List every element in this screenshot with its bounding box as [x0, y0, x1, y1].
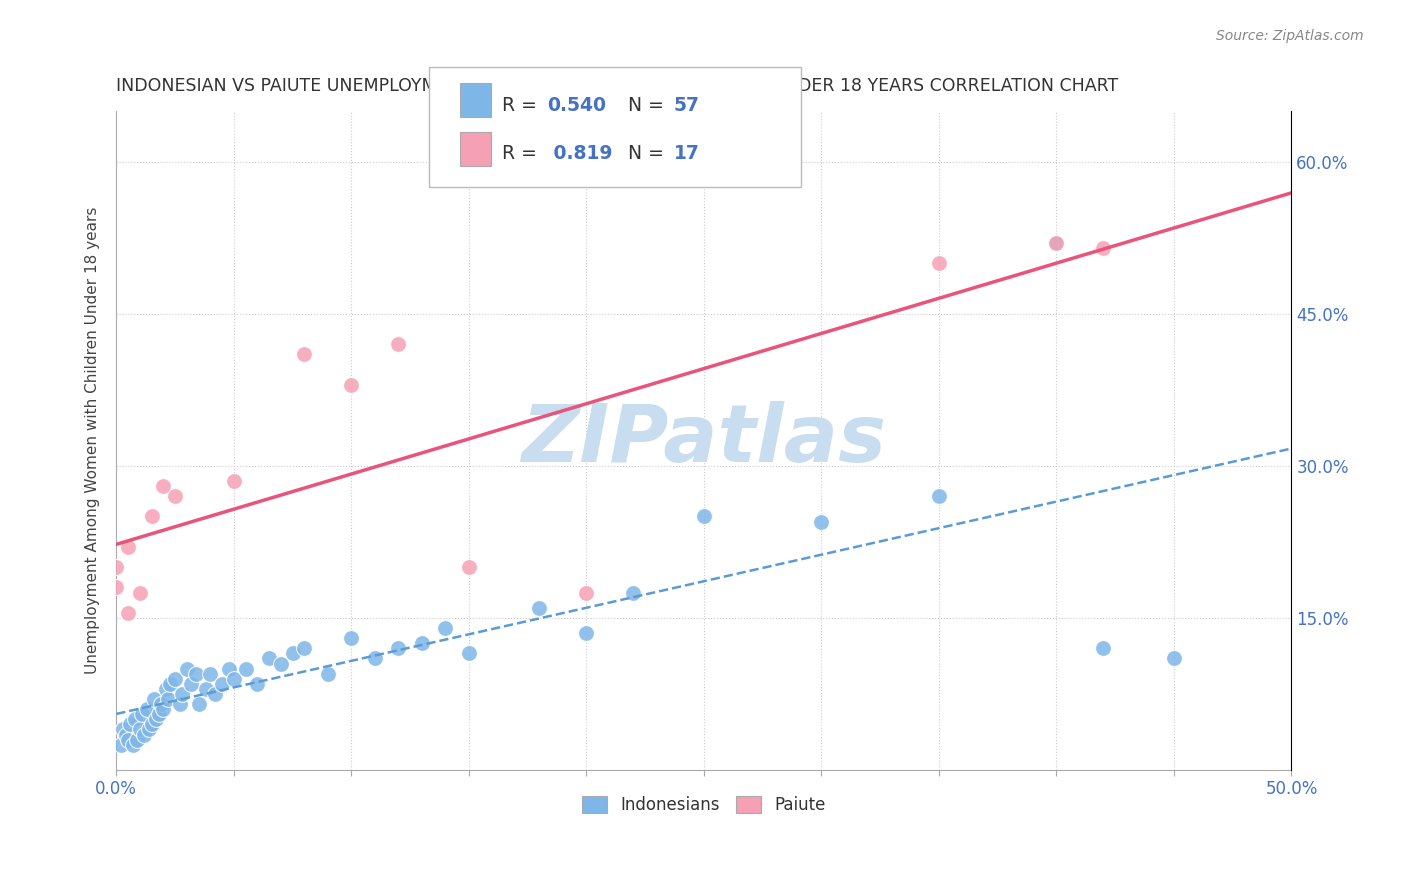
Point	[117, 540, 139, 554]
Text: INDONESIAN VS PAIUTE UNEMPLOYMENT AMONG WOMEN WITH CHILDREN UNDER 18 YEARS CORRE: INDONESIAN VS PAIUTE UNEMPLOYMENT AMONG …	[117, 78, 1119, 95]
Point	[575, 626, 598, 640]
Point	[156, 692, 179, 706]
Point	[575, 585, 598, 599]
Point	[142, 692, 165, 706]
Point	[169, 697, 191, 711]
Point	[114, 727, 136, 741]
Point	[163, 489, 186, 503]
Legend: Indonesians, Paiute: Indonesians, Paiute	[575, 789, 832, 821]
Point	[1045, 235, 1067, 250]
Point	[194, 681, 217, 696]
Point	[246, 677, 269, 691]
Point	[121, 738, 143, 752]
Point	[141, 509, 163, 524]
Point	[117, 732, 139, 747]
Point	[138, 723, 160, 737]
Point	[187, 697, 209, 711]
Point	[529, 600, 551, 615]
Point	[270, 657, 292, 671]
Point	[281, 646, 304, 660]
Point	[127, 732, 149, 747]
Point	[222, 474, 245, 488]
Point	[387, 337, 409, 351]
Point	[159, 677, 181, 691]
Text: N =: N =	[628, 96, 671, 115]
Point	[810, 515, 832, 529]
Text: N =: N =	[628, 145, 671, 163]
Point	[257, 651, 280, 665]
Point	[145, 712, 167, 726]
Point	[120, 717, 142, 731]
Point	[1092, 641, 1115, 656]
Point	[172, 687, 194, 701]
Point	[340, 631, 363, 645]
Point	[152, 479, 174, 493]
Point	[155, 681, 177, 696]
Point	[364, 651, 387, 665]
Point	[928, 256, 950, 270]
Point	[928, 489, 950, 503]
Point	[621, 585, 644, 599]
Point	[292, 347, 315, 361]
Point	[218, 662, 240, 676]
Point	[200, 666, 222, 681]
Point	[128, 723, 150, 737]
Point	[128, 585, 150, 599]
Text: R =: R =	[502, 145, 543, 163]
Point	[1045, 235, 1067, 250]
Point	[148, 707, 170, 722]
Point	[163, 672, 186, 686]
Point	[340, 377, 363, 392]
Point	[411, 636, 433, 650]
Text: 17: 17	[673, 145, 699, 163]
Point	[222, 672, 245, 686]
Point	[1092, 241, 1115, 255]
Point	[152, 702, 174, 716]
Point	[457, 560, 479, 574]
Point	[434, 621, 457, 635]
Text: Source: ZipAtlas.com: Source: ZipAtlas.com	[1216, 29, 1364, 44]
Point	[176, 662, 198, 676]
Point	[204, 687, 226, 701]
Text: 57: 57	[673, 96, 699, 115]
Point	[124, 712, 146, 726]
Text: R =: R =	[502, 96, 543, 115]
Point	[131, 707, 153, 722]
Point	[110, 738, 132, 752]
Point	[186, 666, 208, 681]
Point	[235, 662, 257, 676]
Point	[135, 702, 157, 716]
Point	[112, 723, 135, 737]
Point	[1163, 651, 1185, 665]
Point	[211, 677, 233, 691]
Point	[316, 666, 339, 681]
Point	[105, 560, 128, 574]
Point	[457, 646, 479, 660]
Point	[387, 641, 409, 656]
Point	[292, 641, 315, 656]
Point	[149, 697, 172, 711]
Text: 0.819: 0.819	[547, 145, 613, 163]
Point	[141, 717, 163, 731]
Point	[693, 509, 716, 524]
Text: 0.540: 0.540	[547, 96, 606, 115]
Point	[180, 677, 202, 691]
Text: ZIPatlas: ZIPatlas	[522, 401, 886, 479]
Y-axis label: Unemployment Among Women with Children Under 18 years: Unemployment Among Women with Children U…	[86, 207, 100, 674]
Point	[134, 727, 156, 741]
Point	[117, 606, 139, 620]
Point	[105, 581, 128, 595]
